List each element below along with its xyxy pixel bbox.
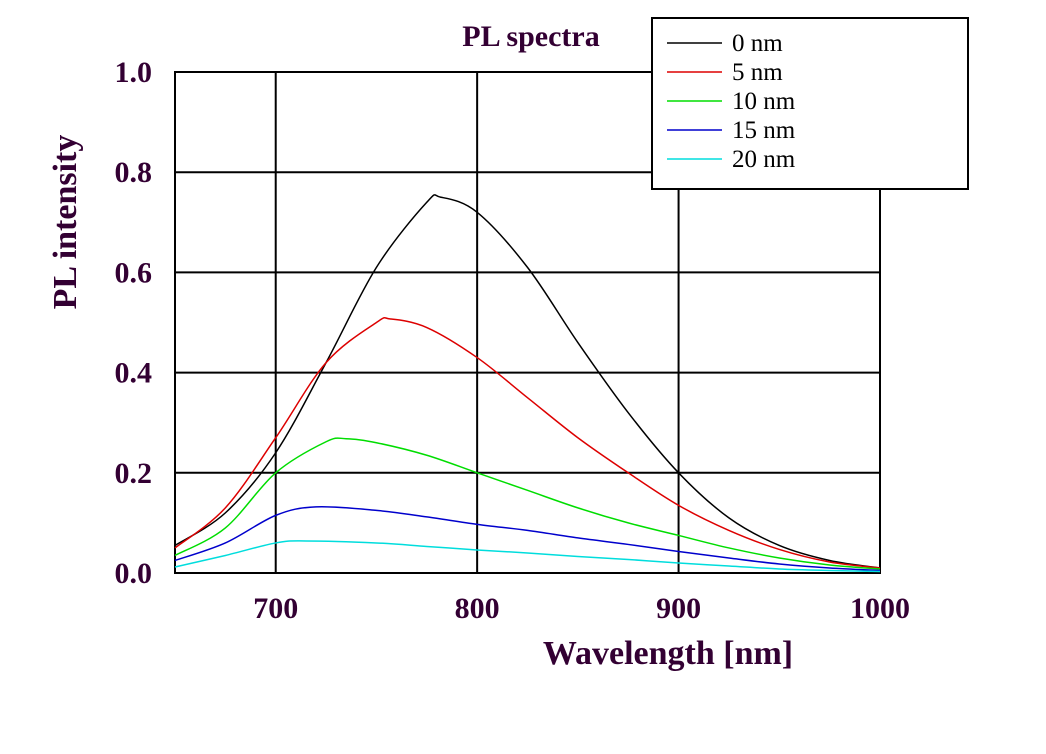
- series-line-5-nm: [174, 316, 881, 569]
- series-group: [174, 193, 881, 573]
- series-line-20-nm: [174, 540, 881, 573]
- x-tick-labels: 700 800 900 1000: [253, 592, 910, 625]
- series-line-10-nm: [174, 437, 881, 570]
- series-line-15-nm: [174, 505, 881, 572]
- legend-entry-label: 10 nm: [732, 88, 796, 115]
- legend-entry-label: 15 nm: [732, 117, 796, 144]
- y-tick-label: 0.4: [115, 357, 153, 390]
- y-tick-label: 0.0: [115, 557, 153, 590]
- y-axis-label: PL intensity: [47, 135, 84, 310]
- x-tick-label: 900: [656, 592, 701, 625]
- x-axis-label: Wavelength [nm]: [543, 635, 793, 672]
- legend-entry-label: 20 nm: [732, 146, 796, 173]
- series-line-0-nm: [174, 193, 881, 569]
- x-tick-label: 700: [253, 592, 298, 625]
- legend-entry-label: 5 nm: [732, 59, 783, 86]
- y-tick-label: 0.2: [115, 457, 153, 490]
- y-tick-label: 1.0: [115, 56, 153, 89]
- plot-frame: [174, 71, 881, 574]
- y-tick-label: 0.6: [115, 256, 153, 289]
- legend-entry-label: 0 nm: [732, 30, 783, 57]
- y-tick-label: 0.8: [115, 156, 153, 189]
- x-tick-label: 1000: [850, 592, 910, 625]
- x-tick-label: 800: [455, 592, 500, 625]
- y-tick-labels: 0.0 0.2 0.4 0.6 0.8 1.0: [115, 56, 153, 590]
- chart-title: PL spectra: [462, 20, 599, 53]
- legend-box: [651, 17, 969, 190]
